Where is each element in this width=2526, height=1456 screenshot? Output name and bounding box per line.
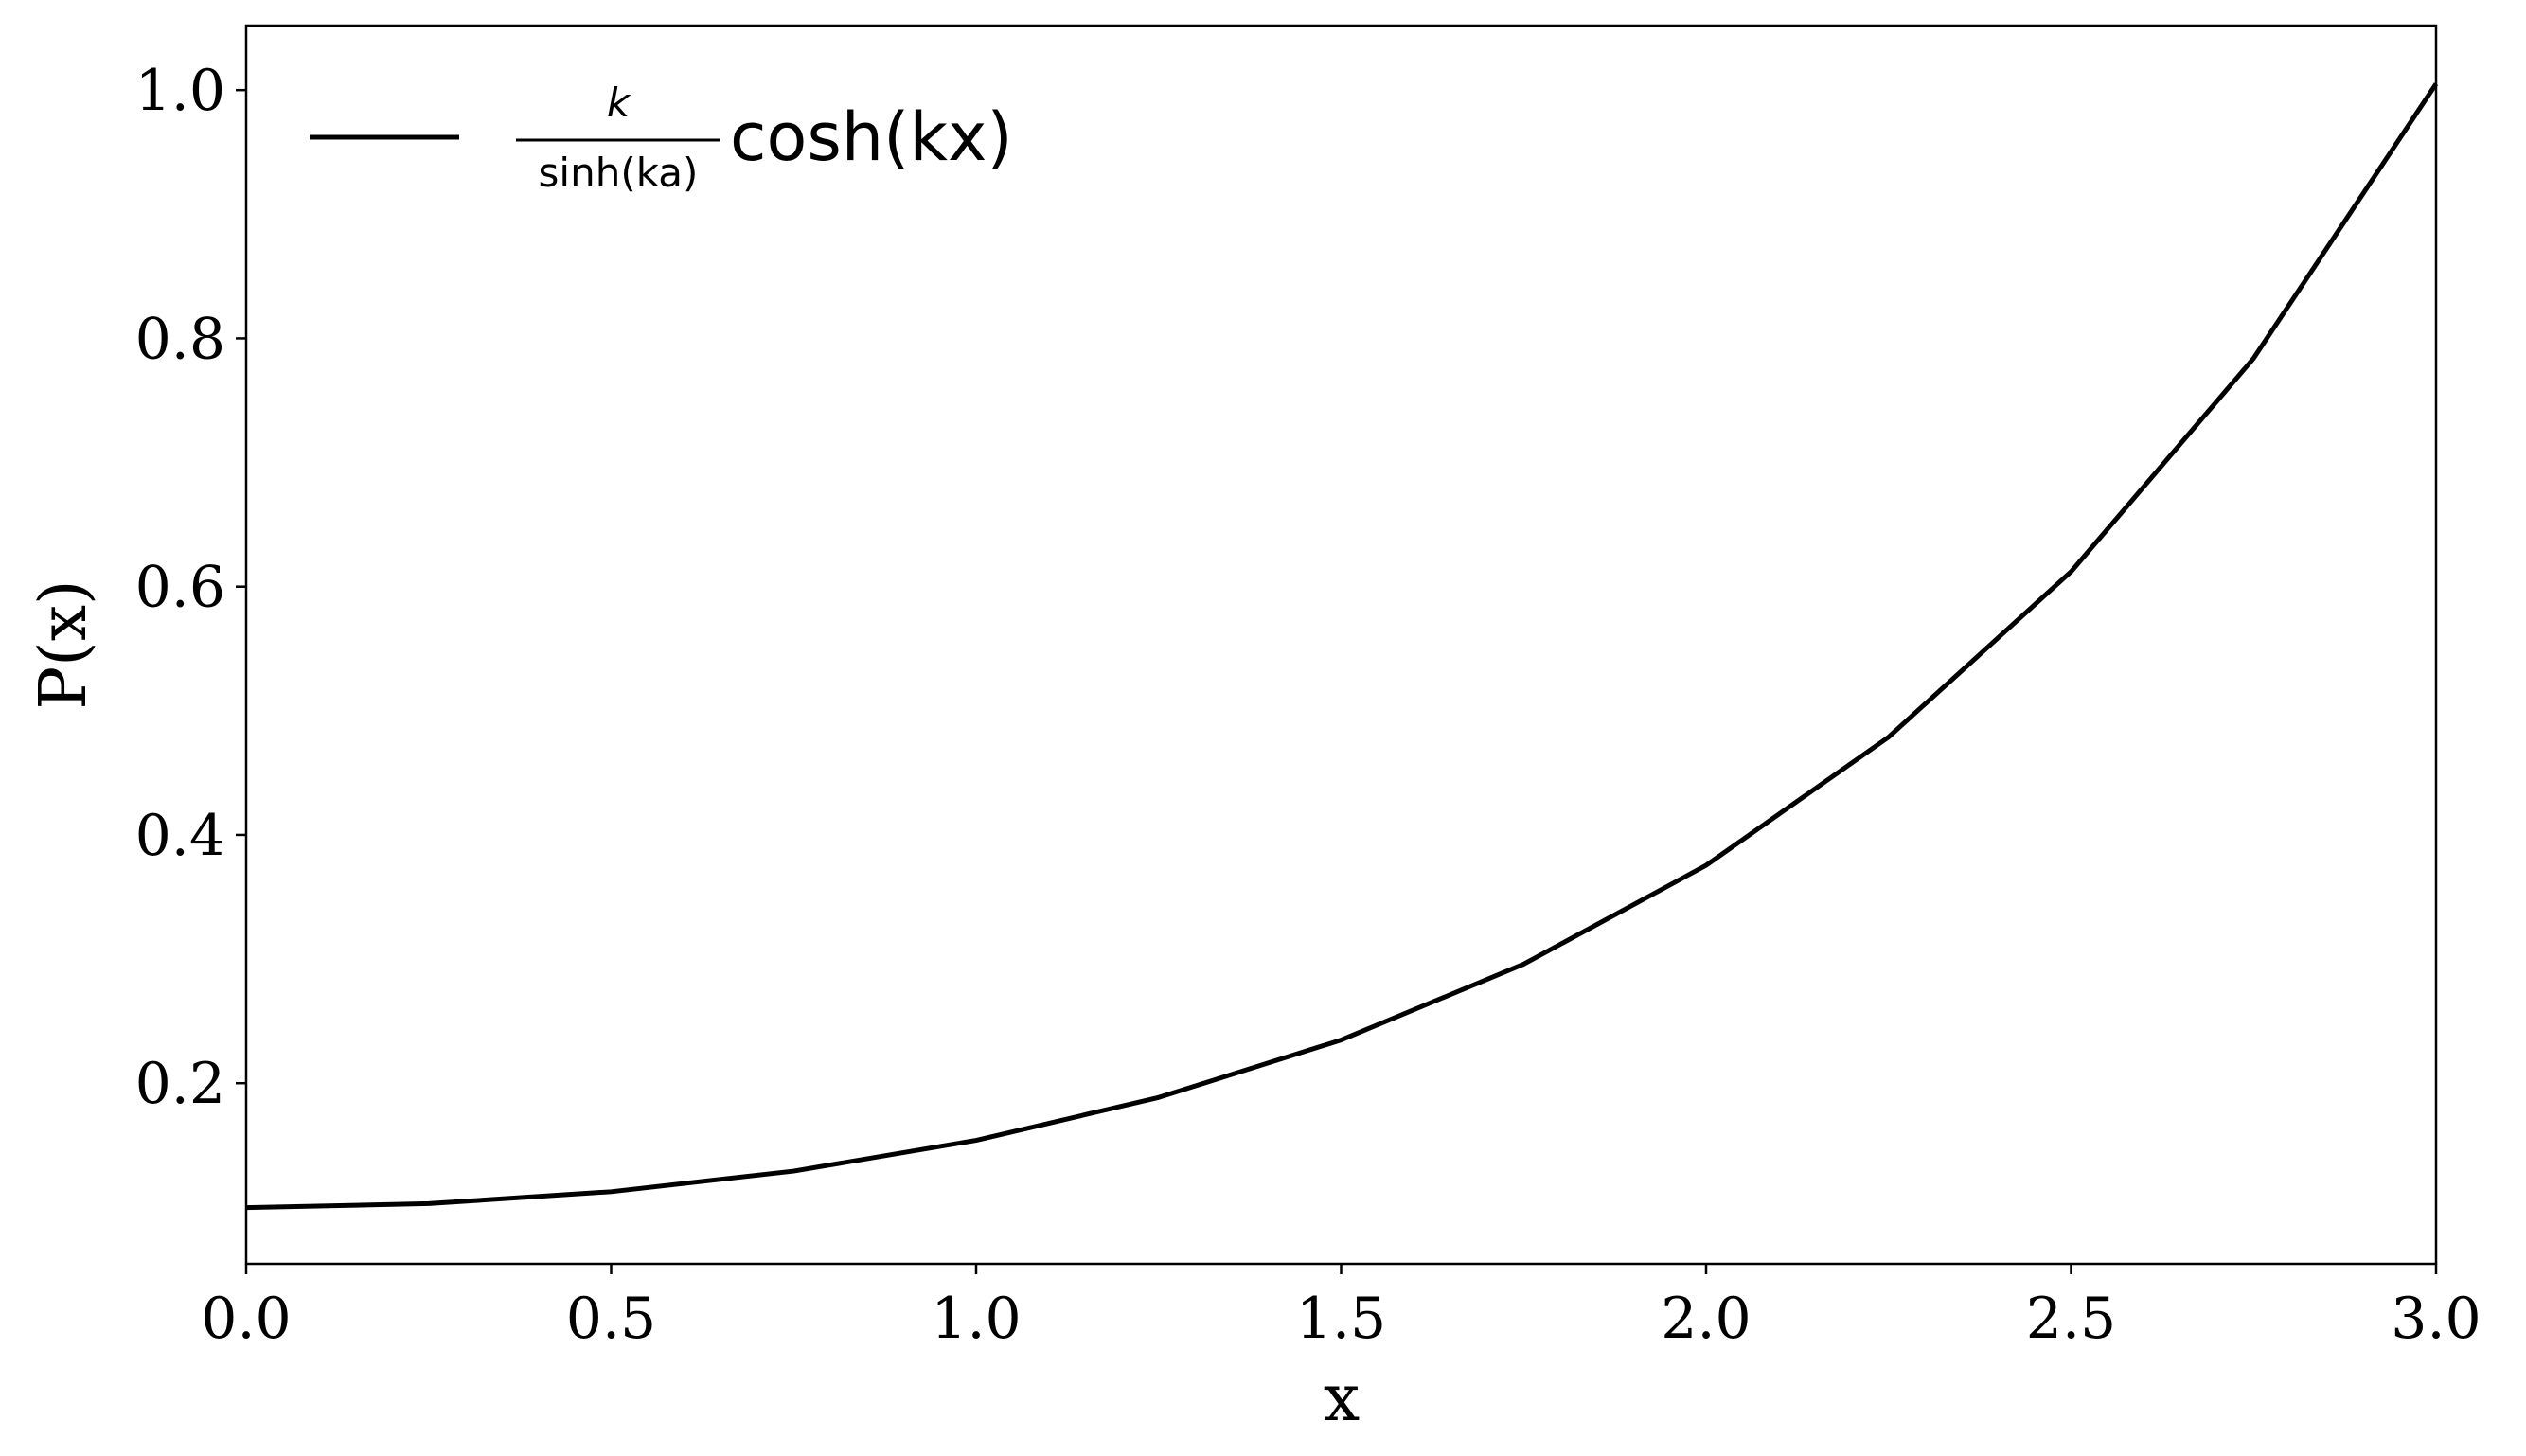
legend-denominator: sinh(ka) [539,150,699,196]
y-tick-label: 0.2 [135,1051,225,1117]
plot-frame [244,24,2438,1266]
x-tick-label: 0.0 [201,1286,291,1352]
x-tick-label: 2.0 [1661,1286,1751,1352]
x-tick-label: 2.5 [2026,1286,2116,1352]
y-tick-label: 0.8 [135,306,225,372]
x-tick-label: 1.5 [1296,1286,1386,1352]
legend-numerator: k [607,80,632,126]
line [245,82,2439,1211]
legend-label: cosh(kx) [730,98,1013,176]
y-axis-label: P(x) [27,579,101,709]
y-tick-label: 1.0 [135,58,225,124]
x-tick-label: 0.5 [566,1286,656,1352]
y-tick-label: 0.4 [135,803,225,869]
x-tick-label: 3.0 [2391,1286,2481,1352]
x-axis-label: x [1324,1361,1360,1436]
y-tick-label: 0.6 [135,555,225,621]
x-tick-label: 1.0 [931,1286,1021,1352]
